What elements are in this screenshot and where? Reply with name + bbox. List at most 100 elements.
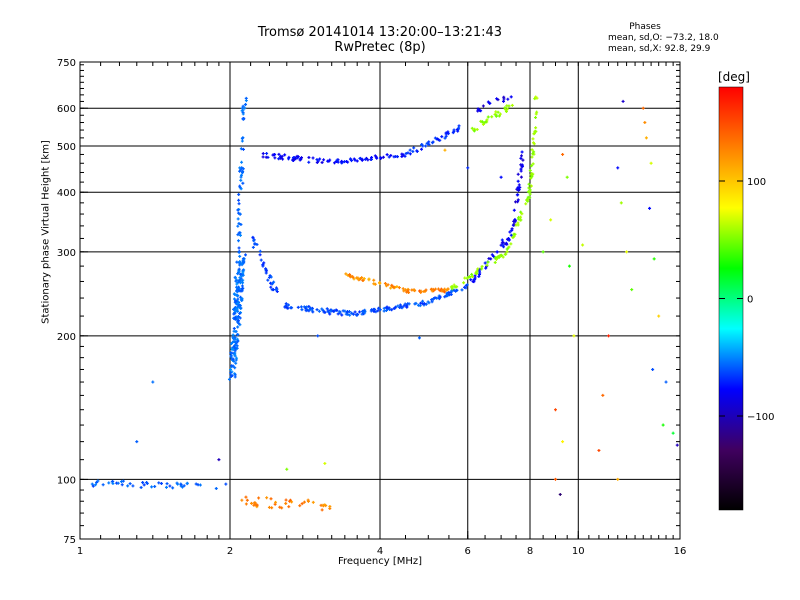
echo-point [531,152,535,156]
echo-point [233,335,237,339]
echo-point [517,188,521,192]
echo-point [233,276,237,280]
echo-point [487,257,491,261]
echo-point [273,152,277,156]
x-tick-label: 1 [77,546,83,557]
echo-point [241,181,245,185]
echo-point [553,408,557,412]
echo-point [96,479,100,483]
echo-point [278,505,282,509]
echo-point [271,288,275,292]
x-tick-label: 16 [674,546,687,557]
y-tick-label: 500 [57,142,76,153]
echo-point [671,431,675,435]
echo-point [168,484,172,488]
echo-point [572,334,576,338]
echo-point [265,151,269,155]
phases-x-stats: mean, sd,X: 92.8, 29.9 [608,44,711,54]
echo-point [597,448,601,452]
echo-point [383,281,387,285]
echo-point [238,312,242,316]
echo-point [355,313,359,317]
phases-o-stats: mean, sd,O: −73.2, 18.0 [608,33,719,43]
echo-point [244,502,248,506]
echo-point [290,306,294,310]
echo-point [422,290,426,294]
echo-point [516,217,520,221]
echo-point [343,309,347,313]
echo-point [229,342,233,346]
echo-point [240,106,244,110]
echo-point [436,287,440,291]
echo-point [484,266,488,270]
echo-point [265,269,269,273]
echo-point [443,295,447,299]
echo-point [344,159,348,163]
echo-point [440,288,444,292]
echo-point [402,304,406,308]
echo-point [501,240,505,244]
echo-point [485,118,489,122]
echo-point [500,238,504,242]
echo-point [253,242,257,246]
echo-point [285,306,289,310]
echo-point [234,293,238,297]
echo-point [101,483,105,487]
echo-point [430,298,434,302]
echo-point [241,271,245,275]
echo-point [601,393,605,397]
echo-point [481,122,485,126]
echo-point [353,310,357,314]
echo-point [338,310,342,314]
echo-point [509,233,513,237]
chart-title: Tromsø 20141014 13:20:00–13:21:43 [257,25,503,40]
echo-point [344,272,348,276]
echo-point [412,288,416,292]
echo-point [311,500,315,504]
y-tick-label: 200 [57,332,76,343]
echo-point [277,157,281,161]
echo-point [384,308,388,312]
echo-point [499,253,503,257]
echo-point [229,371,233,375]
echo-point [446,130,450,134]
echo-point [233,373,237,377]
echo-point [652,257,656,261]
echo-point [389,286,393,290]
echo-point [442,290,446,294]
echo-point [524,202,528,206]
echo-point [477,274,481,278]
echo-point [470,272,474,276]
echo-point [427,143,431,147]
echo-point [385,153,389,157]
echo-point [311,310,315,314]
echo-point [494,110,498,114]
echo-point [437,297,441,301]
echo-point [295,154,299,158]
echo-point [400,306,404,310]
echo-point [242,259,246,263]
echo-point [175,481,179,485]
echo-point [267,505,271,509]
echo-point [274,500,278,504]
echo-point [281,157,285,161]
echo-point [150,485,154,489]
echo-point [528,188,532,192]
echo-point [329,308,333,312]
echo-point [508,230,512,234]
echo-point [404,288,408,292]
echo-point [565,175,569,179]
echo-point [306,498,310,502]
echo-point [348,313,352,317]
echo-point [241,147,245,151]
echo-point [534,130,538,134]
echo-point [520,150,524,154]
echo-point [299,305,303,309]
echo-point [360,157,364,161]
echo-point [379,156,383,160]
echo-point [625,250,629,254]
echo-point [179,484,183,488]
echo-point [497,255,501,259]
echo-point [515,193,519,197]
echo-point [534,116,538,120]
